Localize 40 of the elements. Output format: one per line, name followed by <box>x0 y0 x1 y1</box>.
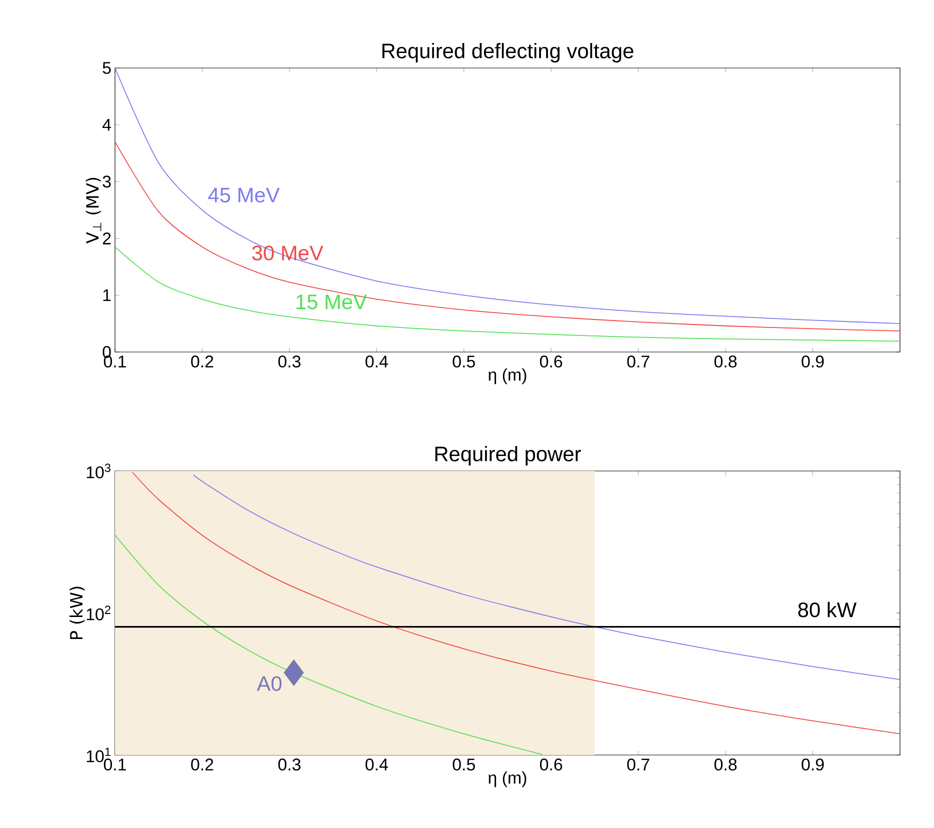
x-tick-label: 0.4 <box>366 758 388 771</box>
x-tick-label: 0.6 <box>540 758 562 771</box>
y-tick-label: 5 <box>102 62 111 74</box>
series-label: 45 MeV <box>208 188 280 202</box>
line-series <box>132 472 900 734</box>
x-axis-title: η (m) <box>488 368 526 384</box>
x-tick-label: 0.3 <box>278 356 300 368</box>
line-series <box>115 141 900 332</box>
x-axis-title: η (m) <box>488 771 526 788</box>
y-tick-label: 3 <box>102 176 111 188</box>
ref-line-label: 80 kW <box>798 602 857 618</box>
x-tick-label: 0.8 <box>714 356 737 368</box>
x-tick-label: 0.6 <box>540 356 562 368</box>
series-label: 15 MeV <box>296 294 367 310</box>
series-label: 30 MeV <box>252 246 324 260</box>
y-tick-label: 10$^{3}$ <box>86 464 110 478</box>
x-tick-label: 0.2 <box>191 758 214 771</box>
series-label: A0 <box>256 676 282 692</box>
chart-title: Required power <box>435 446 581 466</box>
y-axis-title: V$_{⊥}$ (MV) <box>86 178 102 244</box>
x-tick-label: 0.5 <box>452 356 475 368</box>
x-tick-label: 0.7 <box>627 356 650 368</box>
x-tick-label: 0.3 <box>278 758 300 771</box>
x-tick-label: 0.2 <box>191 356 214 368</box>
line-series <box>115 246 900 342</box>
x-tick-label: 0.4 <box>366 356 388 368</box>
y-tick-label: 10$^{2}$ <box>86 606 110 620</box>
line-series <box>115 68 900 324</box>
y-axis-title: P (kW) <box>70 586 85 640</box>
y-tick-label: 2 <box>102 232 111 244</box>
y-tick-label: 1 <box>103 289 111 302</box>
x-tick-label: 0.8 <box>714 758 737 771</box>
chart-title: Required deflecting voltage <box>382 42 634 62</box>
x-tick-label: 0.9 <box>802 758 824 771</box>
x-tick-label: 0.9 <box>802 356 824 368</box>
y-tick-label: 4 <box>102 118 111 131</box>
x-tick-label: 0.7 <box>627 758 650 771</box>
x-tick-label: 0.5 <box>452 758 475 771</box>
x-tick-label: 0.1 <box>104 356 126 368</box>
line-series <box>115 534 543 755</box>
